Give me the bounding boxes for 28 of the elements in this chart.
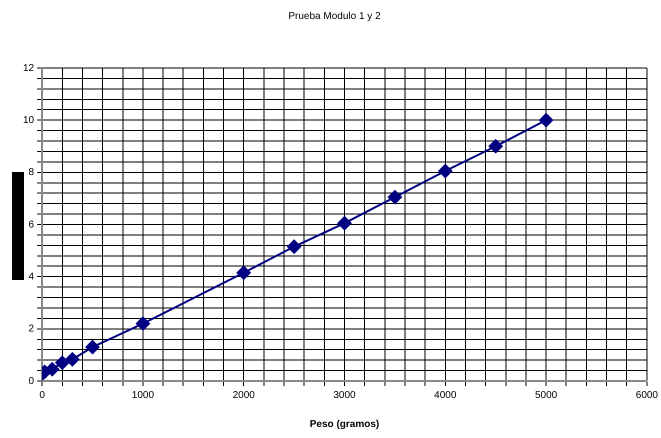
- point: [388, 190, 402, 204]
- point: [488, 139, 503, 154]
- x-tick-label: 3000: [333, 390, 356, 401]
- point: [86, 340, 100, 354]
- x-tick-label: 4000: [434, 390, 457, 401]
- x-axis-title: Peso (gramos): [310, 418, 380, 430]
- point: [136, 316, 150, 331]
- point: [45, 362, 60, 376]
- y-tick-label: 6: [28, 219, 35, 230]
- point: [287, 240, 302, 254]
- y-tick-label: 2: [28, 324, 35, 335]
- y-tick-label: 10: [23, 114, 35, 126]
- point: [539, 113, 554, 128]
- point: [338, 216, 352, 230]
- y-tick-label: 8: [28, 167, 35, 178]
- point: [236, 266, 251, 280]
- y-tick-label: 12: [23, 62, 35, 74]
- x-tick-label: 5000: [534, 390, 558, 401]
- point: [55, 356, 70, 370]
- y-tick-label: 4: [28, 271, 35, 282]
- y-tick-label: 0: [28, 376, 35, 387]
- x-tick-label: 6000: [636, 390, 658, 401]
- x-tick-label: 1000: [132, 390, 154, 401]
- x-tick-label: 0: [39, 390, 46, 401]
- x-tick-label: 2000: [232, 390, 256, 401]
- chart-title: Prueba Modulo 1 y 2: [288, 10, 382, 22]
- point: [65, 352, 80, 366]
- point: [438, 164, 452, 178]
